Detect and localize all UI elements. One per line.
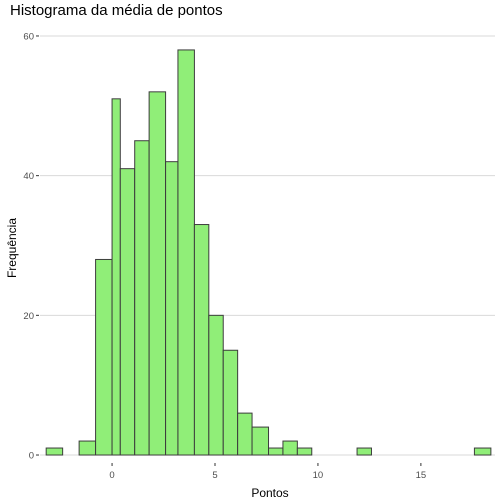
x-axis-title: Pontos bbox=[251, 486, 289, 500]
histogram-bar bbox=[134, 140, 150, 456]
histogram-bar bbox=[251, 426, 270, 456]
x-tick-label: 15 bbox=[416, 470, 427, 481]
histogram-bar bbox=[148, 91, 167, 456]
bars bbox=[45, 49, 492, 456]
histogram-bar bbox=[193, 224, 210, 456]
histogram-bar bbox=[473, 447, 492, 456]
x-tick-label: 0 bbox=[109, 470, 114, 481]
histogram-bar bbox=[78, 440, 97, 456]
histogram-bar bbox=[111, 98, 121, 456]
histogram-bar bbox=[45, 447, 64, 456]
histogram-bar bbox=[165, 161, 179, 456]
chart-title: Histograma da média de pontos bbox=[10, 2, 223, 19]
axis-ticks: 0 20 40 60 0 5 10 15 bbox=[23, 31, 426, 481]
histogram-bar bbox=[119, 168, 136, 456]
histogram-bar bbox=[282, 440, 298, 456]
y-tick-label: 60 bbox=[23, 31, 34, 42]
y-tick-label: 0 bbox=[29, 451, 34, 462]
histogram-bar bbox=[296, 447, 313, 456]
x-tick-label: 10 bbox=[313, 470, 324, 481]
histogram-bar bbox=[222, 349, 239, 456]
histogram-bar bbox=[237, 412, 253, 456]
histogram-bar bbox=[177, 49, 195, 456]
histogram-bar bbox=[208, 314, 224, 456]
histogram-bar bbox=[268, 447, 284, 456]
histogram-bar bbox=[356, 447, 372, 456]
y-tick-label: 20 bbox=[23, 311, 34, 322]
x-tick-label: 5 bbox=[212, 470, 217, 481]
histogram-bar bbox=[95, 258, 113, 456]
y-axis-title: Frequência bbox=[5, 217, 19, 279]
y-tick-label: 40 bbox=[23, 171, 34, 182]
